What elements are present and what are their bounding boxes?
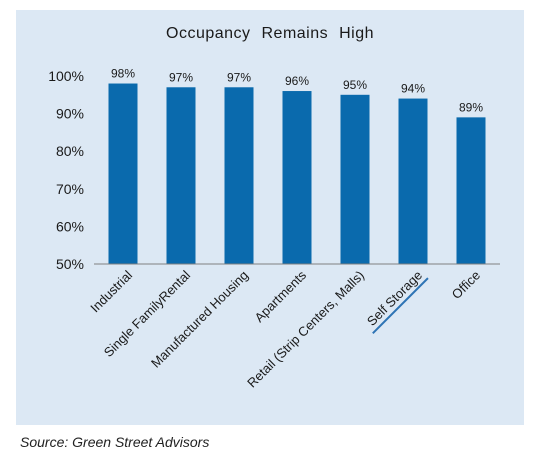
y-tick-label: 80%: [56, 143, 84, 159]
data-label: 96%: [285, 74, 309, 88]
bar: [282, 91, 312, 264]
y-tick-label: 90%: [56, 106, 84, 122]
data-label: 97%: [227, 70, 251, 84]
chart-panel: Occupancy Remains High 50% 60% 70% 80% 90% 10…: [16, 10, 524, 425]
x-tick-label: Manufactured Housing: [148, 268, 251, 371]
x-tick-label: Office: [449, 268, 483, 302]
source-note: Source: Green Street Advisors: [20, 434, 210, 450]
bar: [456, 117, 486, 264]
y-tick-label: 60%: [56, 218, 84, 234]
data-label: 98%: [111, 67, 135, 81]
bar: [340, 94, 370, 264]
y-tick-label: 100%: [48, 68, 84, 84]
label-underline: [372, 277, 429, 334]
chart-title: Occupancy Remains High: [166, 25, 374, 42]
y-tick-label: 50%: [56, 256, 84, 272]
y-axis: 50% 60% 70% 80% 90% 100%: [48, 68, 84, 272]
data-label: 97%: [169, 70, 193, 84]
data-label: 89%: [459, 100, 483, 114]
bar: [398, 98, 428, 264]
x-tick-label: Apartments: [252, 267, 310, 325]
x-tick-label: Retail (Strip Centers, Malls): [244, 268, 367, 391]
y-tick-label: 70%: [56, 181, 84, 197]
data-label: 94%: [401, 82, 425, 96]
bars: 98% 97% 97% 96% 95% 94% 89%: [108, 67, 486, 265]
bar: [166, 87, 196, 264]
x-tick-label: Industrial: [87, 267, 135, 315]
x-tick-label: Self Storage: [364, 268, 425, 329]
data-label: 95%: [343, 78, 367, 92]
bar: [108, 83, 138, 265]
bar-chart: 50% 60% 70% 80% 90% 100% 98% 97% 97% 96% 95% 94% 89…: [48, 67, 500, 391]
bar: [224, 87, 254, 264]
